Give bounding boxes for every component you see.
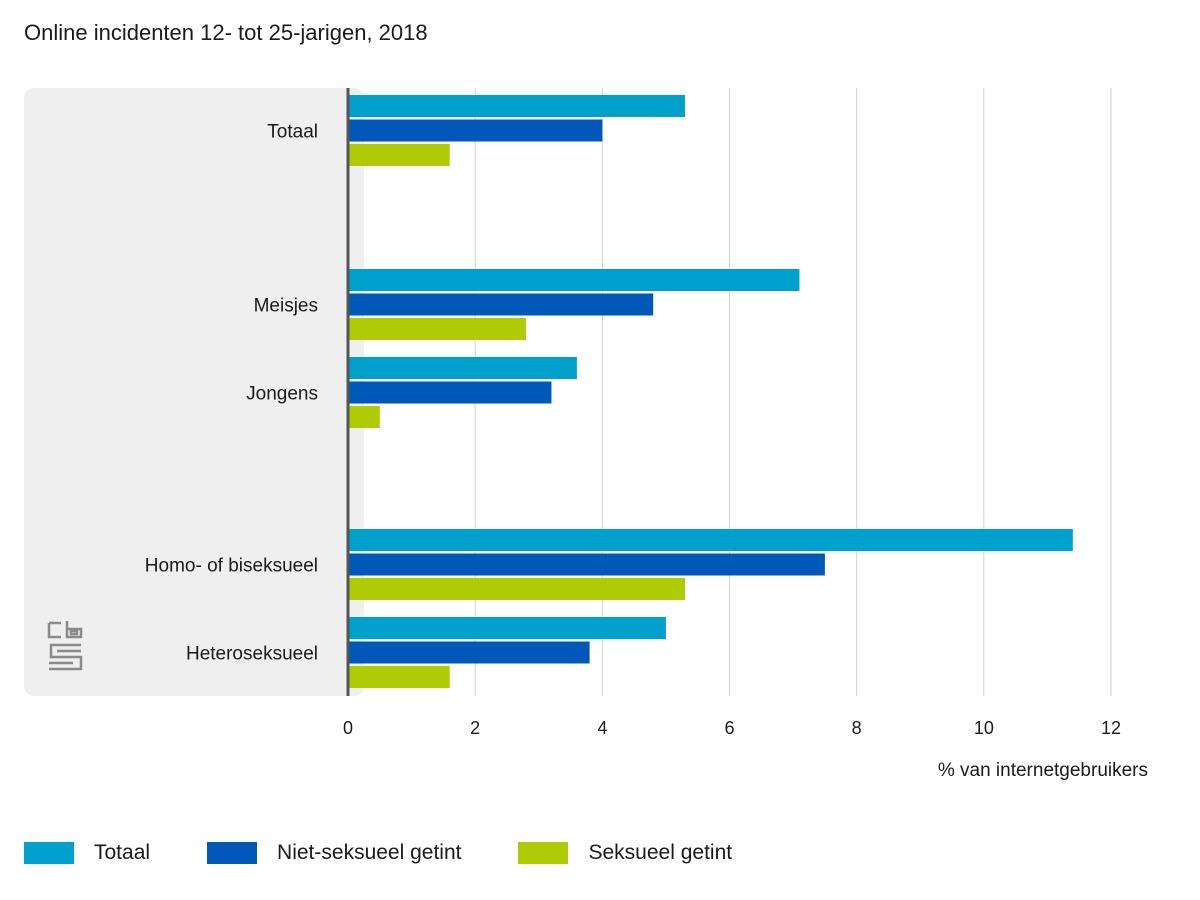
- bar: [348, 381, 552, 404]
- bar: [348, 406, 380, 428]
- category-label: Homo- of biseksueel: [145, 556, 318, 577]
- legend-label: Totaal: [94, 841, 151, 864]
- category-label: Heteroseksueel: [186, 644, 318, 665]
- category-label: Meisjes: [254, 296, 318, 317]
- x-tick-label: 6: [724, 718, 734, 738]
- bar: [348, 119, 603, 142]
- category-label: Jongens: [246, 384, 318, 405]
- bar: [348, 641, 590, 664]
- legend-label: Niet-seksueel getint: [277, 841, 462, 864]
- x-tick-label: 4: [597, 718, 607, 738]
- bar: [348, 269, 800, 291]
- bar: [348, 666, 450, 688]
- legend-label: Seksueel getint: [588, 841, 733, 864]
- category-label: Totaal: [267, 122, 318, 143]
- cbs-logo-icon: [47, 621, 83, 671]
- legend-item: Seksueel getint: [518, 841, 732, 865]
- category-panel-background: [24, 88, 364, 696]
- x-tick-label: 10: [974, 718, 994, 738]
- legend-item: Totaal: [24, 841, 150, 865]
- bar: [348, 617, 666, 639]
- chart-title: Online incidenten 12- tot 25-jarigen, 20…: [24, 20, 428, 45]
- bar: [348, 553, 825, 576]
- legend-swatch: [24, 842, 74, 864]
- legend-swatch: [207, 842, 258, 864]
- legend-swatch: [518, 842, 569, 864]
- bar: [348, 144, 450, 166]
- bar: [348, 578, 685, 600]
- bar: [348, 293, 654, 316]
- x-tick-label: 8: [852, 718, 862, 738]
- bar-chart: Totaal Meisjes Jongens Homo- of biseksueel H…: [24, 88, 1148, 781]
- bar: [348, 95, 685, 117]
- bar: [348, 318, 527, 340]
- category-labels: Totaal Meisjes Jongens Homo- of biseksueel H…: [145, 122, 318, 665]
- gridlines: [474, 88, 1112, 696]
- bar: [348, 357, 577, 379]
- x-tick-label: 0: [343, 718, 353, 738]
- x-tick-label: 12: [1101, 718, 1121, 738]
- bars: [348, 95, 1073, 688]
- legend-item: Niet-seksueel getint: [207, 841, 461, 865]
- x-tick-label: 2: [470, 718, 480, 738]
- x-axis-title: % van internetgebruikers: [938, 760, 1148, 781]
- legend: Totaal Niet-seksueel getint Seksueel getin…: [24, 841, 789, 865]
- bar: [348, 529, 1073, 551]
- x-axis-ticks: 0 2 4 6 8 10 12: [343, 718, 1121, 738]
